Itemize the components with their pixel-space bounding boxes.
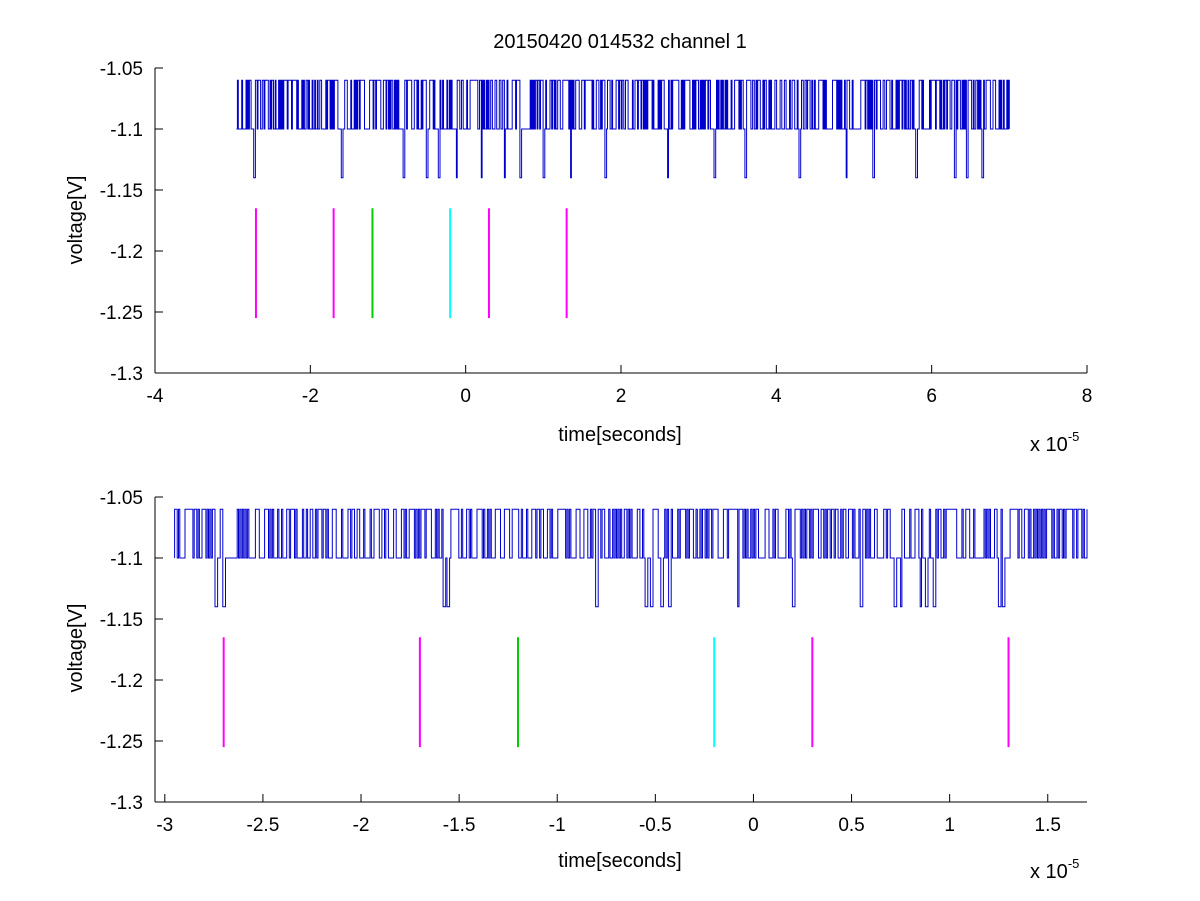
top-x-tick-labels: -4 -2 0 2 4 6 8	[147, 386, 1093, 407]
y-tick-label: -1.1	[110, 120, 143, 141]
bottom-voltage-trace	[174, 508, 1088, 608]
y-tick-label: -1.3	[110, 364, 143, 385]
top-voltage-trace	[236, 79, 1010, 179]
bottom-x-tick-labels: -3 -2.5 -2 -1.5 -1 -0.5 0 0.5 1 1.5	[156, 815, 1061, 836]
bottom-subplot: -3 -2.5 -2 -1.5 -1 -0.5 0 0.5 1 1.5 -1.05 -1.1 -1.1…	[65, 488, 1088, 883]
x-tick-label: -3	[156, 815, 173, 836]
y-tick-label: -1.1	[110, 549, 143, 570]
top-subplot: 20150420 014532 channel 1 -4 -2 0 2 4 6 8 -1.0…	[65, 31, 1092, 456]
x-tick-label: -0.5	[639, 815, 672, 836]
bottom-event-markers	[222, 637, 1010, 748]
top-y-axis-label: voltage[V]	[65, 176, 87, 265]
x-tick-label: 4	[771, 386, 782, 407]
bottom-x-multiplier: x 10-5	[1030, 856, 1079, 883]
bottom-axes	[154, 496, 1087, 803]
x-tick-label: 0.5	[838, 815, 864, 836]
y-tick-label: -1.05	[100, 59, 143, 80]
top-y-tick-labels: -1.05 -1.1 -1.15 -1.2 -1.25 -1.3	[100, 59, 143, 385]
y-tick-label: -1.2	[110, 671, 143, 692]
top-x-multiplier-exponent: -5	[1068, 429, 1080, 444]
x-tick-label: 1.5	[1035, 815, 1061, 836]
top-axes	[154, 67, 1088, 374]
x-tick-label: 8	[1082, 386, 1093, 407]
top-x-axis-label: time[seconds]	[558, 424, 681, 446]
chart-title: 20150420 014532 channel 1	[493, 31, 747, 53]
x-tick-label: 0	[460, 386, 471, 407]
x-tick-label: -2.5	[247, 815, 280, 836]
voltage-trace-line	[236, 79, 1010, 179]
bottom-x-multiplier-base: x 10	[1030, 861, 1068, 883]
top-x-multiplier-base: x 10	[1030, 434, 1068, 456]
y-tick-label: -1.25	[100, 303, 143, 324]
x-tick-label: -2	[353, 815, 370, 836]
bottom-x-multiplier-exponent: -5	[1068, 856, 1080, 871]
top-x-multiplier: x 10-5	[1030, 429, 1079, 456]
x-tick-label: -1	[549, 815, 566, 836]
x-tick-label: 6	[926, 386, 937, 407]
x-tick-label: 2	[616, 386, 627, 407]
y-tick-label: -1.25	[100, 732, 143, 753]
x-tick-label: -4	[147, 386, 164, 407]
x-tick-label: -1.5	[443, 815, 476, 836]
y-tick-label: -1.15	[100, 610, 143, 631]
y-tick-label: -1.05	[100, 488, 143, 509]
y-tick-label: -1.3	[110, 793, 143, 814]
bottom-y-tick-labels: -1.05 -1.1 -1.15 -1.2 -1.25 -1.3	[100, 488, 143, 814]
y-tick-label: -1.2	[110, 242, 143, 263]
x-tick-label: -2	[302, 386, 319, 407]
x-tick-label: 1	[944, 815, 955, 836]
y-tick-label: -1.15	[100, 181, 143, 202]
bottom-x-axis-label: time[seconds]	[558, 850, 681, 872]
x-tick-label: 0	[748, 815, 759, 836]
voltage-trace-line	[174, 508, 1088, 608]
top-event-markers	[254, 208, 568, 319]
bottom-y-axis-label: voltage[V]	[65, 604, 87, 693]
